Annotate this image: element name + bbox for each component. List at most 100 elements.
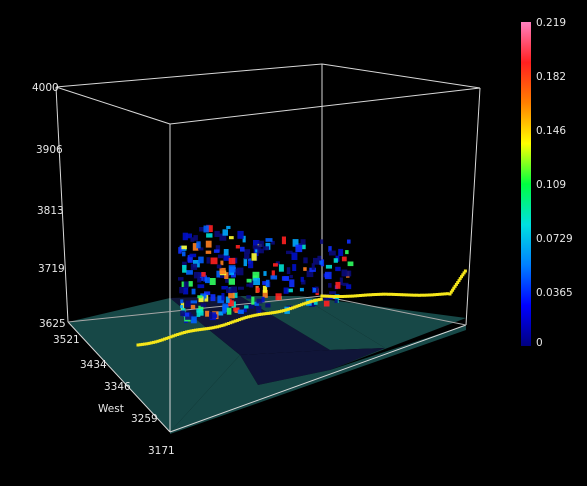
- voxel: [200, 303, 207, 307]
- voxel: [289, 279, 295, 288]
- track-point: [351, 294, 355, 298]
- vertical-tick-label: 4000: [32, 82, 59, 94]
- track-point: [178, 332, 182, 336]
- voxel: [232, 292, 238, 298]
- track-point: [295, 304, 299, 308]
- box-edge: [321, 295, 467, 326]
- voxel: [198, 256, 204, 264]
- track-point: [369, 293, 373, 297]
- track-point: [394, 293, 398, 296]
- colorbar-gradient: [521, 22, 531, 346]
- voxel: [209, 278, 216, 285]
- vertical-tick-label: 3813: [37, 205, 64, 217]
- voxel: [240, 246, 245, 252]
- voxel: [198, 296, 204, 303]
- track-point: [415, 293, 419, 297]
- track-point: [196, 328, 200, 332]
- track-point: [246, 315, 250, 319]
- voxel: [229, 236, 234, 240]
- voxel: [190, 300, 197, 304]
- voxel: [183, 312, 190, 317]
- voxel: [189, 253, 197, 258]
- voxel: [198, 247, 204, 251]
- box-edge: [55, 63, 323, 88]
- track-point: [299, 303, 303, 307]
- voxel: [289, 274, 293, 279]
- track-point: [138, 343, 142, 347]
- track-point: [333, 295, 337, 298]
- track-point: [348, 294, 352, 298]
- voxel: [256, 298, 263, 304]
- ground-strip-far: [68, 298, 240, 432]
- track-point: [397, 293, 401, 297]
- track-point: [284, 308, 288, 312]
- track-point: [463, 269, 467, 273]
- track-point: [266, 311, 270, 315]
- track-point: [428, 293, 431, 297]
- voxel: [224, 255, 230, 261]
- track-point: [218, 324, 222, 328]
- voxel: [263, 271, 267, 276]
- track-point: [381, 292, 385, 296]
- voxel: [291, 252, 298, 260]
- voxel: [182, 265, 187, 273]
- track-point: [160, 338, 164, 342]
- ground-strip-mid: [240, 296, 385, 350]
- box-edge: [55, 86, 69, 323]
- voxel: [190, 316, 197, 324]
- box-edge: [169, 324, 467, 433]
- track-point: [343, 294, 347, 298]
- track-point: [185, 330, 189, 334]
- track-point: [320, 294, 324, 298]
- voxel: [187, 255, 193, 263]
- track-point: [457, 279, 461, 283]
- track-point: [341, 295, 344, 298]
- track-point: [187, 329, 191, 333]
- voxel: [262, 285, 268, 293]
- voxel: [228, 257, 236, 265]
- voxel: [185, 233, 192, 239]
- track-point: [165, 336, 169, 340]
- voxel: [210, 257, 218, 265]
- voxel: [210, 294, 216, 302]
- voxel: [188, 281, 193, 287]
- voxel: [286, 250, 293, 255]
- voxel: [244, 305, 249, 309]
- track-point: [202, 327, 206, 331]
- voxel: [222, 306, 226, 314]
- track-point: [366, 293, 370, 297]
- track-point: [264, 312, 268, 316]
- voxel: [193, 235, 198, 241]
- track-point: [440, 292, 444, 296]
- voxel: [178, 247, 182, 254]
- voxel: [192, 243, 199, 251]
- box-edge: [67, 321, 171, 433]
- voxel: [300, 276, 304, 282]
- track-point: [277, 310, 281, 314]
- colorbar: 0.219 0.182 0.146 0.109 0.0729 0.0365 0: [521, 17, 573, 349]
- track-point: [392, 292, 396, 296]
- voxel: [323, 300, 330, 307]
- track-point: [456, 281, 460, 284]
- voxel: [335, 281, 341, 289]
- voxel: [347, 239, 351, 244]
- voxel: [258, 240, 264, 248]
- voxel: [246, 295, 252, 299]
- voxel: [328, 283, 332, 288]
- voxel: [320, 239, 324, 244]
- track-point: [328, 294, 332, 298]
- colorbar-tick-label: 0.109: [536, 179, 566, 191]
- voxel: [338, 248, 344, 256]
- voxel: [216, 311, 224, 316]
- voxel: [230, 286, 238, 293]
- track-point: [302, 302, 306, 306]
- box-edge: [55, 86, 171, 125]
- voxel: [222, 303, 229, 309]
- track-point: [371, 293, 375, 297]
- track-point: [280, 309, 283, 313]
- voxel: [329, 291, 337, 295]
- track-point: [163, 337, 166, 341]
- voxel: [341, 256, 347, 262]
- voxel: [236, 267, 244, 276]
